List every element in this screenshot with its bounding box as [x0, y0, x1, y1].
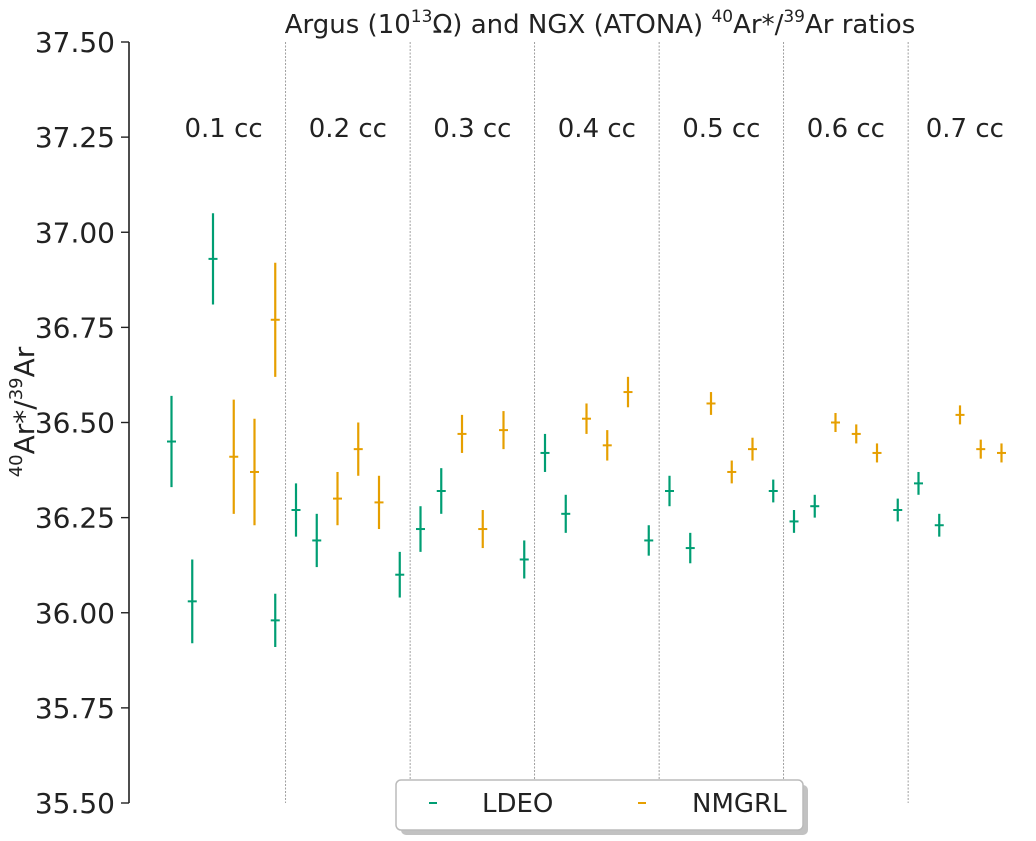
data-point	[519, 540, 529, 579]
data-point	[333, 471, 342, 526]
series-nmgrl	[229, 262, 1006, 549]
data-point	[976, 439, 986, 459]
group-label: 0.2 cc	[309, 114, 387, 144]
y-tick-label: 36.50	[35, 407, 115, 440]
data-point	[270, 262, 280, 377]
legend-label-ldeo: LDEO	[482, 789, 553, 819]
data-point	[831, 412, 840, 433]
data-point	[395, 551, 405, 598]
y-axis-label: 40Ar*/39Ar	[6, 346, 41, 477]
data-point	[872, 443, 882, 463]
data-point	[623, 376, 633, 408]
data-point	[167, 395, 176, 488]
data-point	[727, 460, 737, 484]
data-point	[353, 422, 363, 476]
data-point	[810, 494, 820, 518]
group-dividers	[285, 42, 909, 803]
data-point	[374, 475, 384, 530]
data-point	[208, 213, 218, 305]
data-point	[602, 430, 612, 461]
y-tick-label: 36.25	[35, 502, 115, 535]
legend-label-nmgrl: NMGRL	[692, 789, 787, 819]
legend-box	[395, 779, 804, 831]
chart-title: Argus (1013Ω) and NGX (ATONA) 40Ar*/39Ar…	[285, 7, 915, 40]
legend: LDEO NMGRL	[395, 779, 808, 835]
y-axis-label-sup-40: 40	[6, 454, 27, 477]
data-point	[914, 471, 923, 495]
data-point	[685, 532, 695, 564]
data-point	[665, 475, 674, 507]
data-point	[457, 414, 467, 453]
y-tick-label: 35.75	[35, 692, 115, 725]
data-point	[706, 392, 716, 415]
series-layer	[167, 213, 1006, 647]
chart-title-part-g: Ar ratios	[805, 10, 915, 40]
data-point	[416, 506, 425, 552]
data-point	[789, 510, 799, 533]
group-label: 0.5 cc	[682, 114, 760, 144]
data-point	[582, 403, 591, 434]
group-labels: 0.1 cc 0.2 cc 0.3 cc 0.4 cc 0.5 cc 0.6 cc 0.7 …	[184, 114, 1003, 144]
y-axis-label-part-d: Ar	[8, 346, 41, 377]
y-axis-label-sup-39: 39	[6, 377, 27, 400]
chart-title-part-c: Ω) and NGX (ATONA)	[432, 10, 711, 40]
data-point	[955, 405, 965, 425]
data-point	[499, 411, 508, 450]
chart-title-sup-40: 40	[711, 7, 733, 27]
data-point	[934, 513, 944, 537]
group-label: 0.7 cc	[926, 114, 1004, 144]
data-point	[997, 443, 1006, 463]
chart-title-part-e: Ar*/	[733, 10, 783, 40]
y-tick-label: 36.00	[35, 597, 115, 630]
y-axis-label-part-b: Ar*/	[8, 400, 41, 455]
data-point	[748, 437, 757, 461]
group-label: 0.4 cc	[558, 114, 636, 144]
chart-title-sup-13: 13	[411, 7, 433, 27]
y-tick-label: 36.75	[35, 311, 115, 344]
y-axis-ticks: 35.50 35.75 36.00 36.25 36.50 36.75 37.00 37.25…	[35, 26, 129, 820]
data-point	[540, 433, 550, 472]
data-point	[768, 479, 778, 503]
y-tick-label: 37.50	[35, 26, 115, 59]
data-point	[270, 593, 280, 647]
series-ldeo	[167, 213, 944, 647]
data-point	[478, 510, 488, 549]
data-point	[312, 513, 322, 568]
group-label: 0.3 cc	[433, 114, 511, 144]
data-point	[291, 483, 301, 537]
data-point	[187, 559, 197, 644]
data-point	[250, 418, 259, 526]
group-label: 0.6 cc	[807, 114, 885, 144]
chart-title-part-a: Argus (10	[285, 10, 411, 40]
data-point	[893, 498, 903, 522]
data-point	[644, 525, 654, 556]
y-tick-label: 37.00	[35, 216, 115, 249]
y-tick-label: 37.25	[35, 121, 115, 154]
data-point	[851, 424, 861, 444]
data-point	[561, 494, 571, 533]
group-label: 0.1 cc	[184, 114, 262, 144]
y-tick-label: 35.50	[35, 787, 115, 820]
chart-title-sup-39: 39	[783, 7, 805, 27]
data-point	[436, 468, 446, 514]
data-point	[229, 399, 239, 514]
